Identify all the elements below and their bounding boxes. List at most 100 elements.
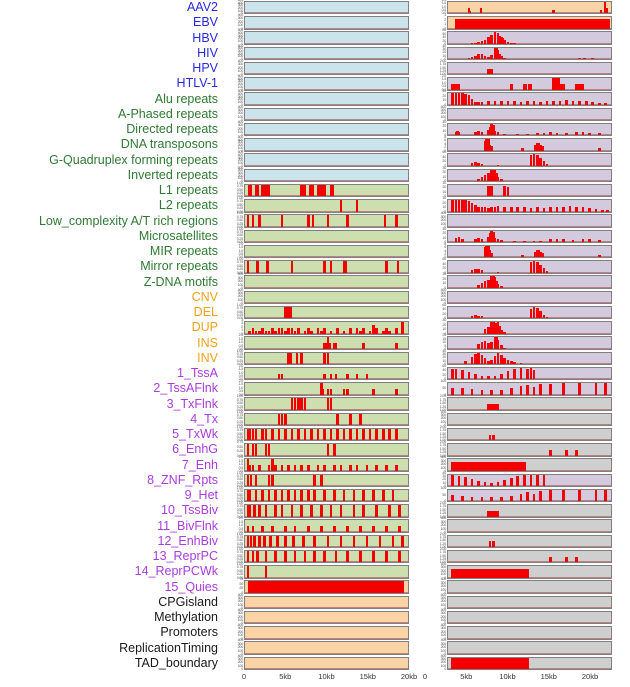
track-panel-right[interactable] <box>447 77 612 91</box>
track-panel-right[interactable] <box>447 336 612 350</box>
track-label[interactable]: Z-DNA motifs <box>143 274 218 289</box>
track-panel-left[interactable] <box>244 214 409 228</box>
track-panel-right[interactable] <box>447 275 612 289</box>
track-panel-right[interactable] <box>447 260 612 274</box>
track-panel-left[interactable] <box>244 504 409 518</box>
track-panel-left[interactable] <box>244 183 409 198</box>
track-panel-left[interactable] <box>244 641 409 655</box>
track-label[interactable]: 4_Tx <box>190 411 218 426</box>
track-panel-left[interactable] <box>244 275 409 289</box>
track-panel-right[interactable] <box>447 443 612 457</box>
track-panel-right[interactable] <box>447 321 612 335</box>
track-panel-right[interactable] <box>447 473 612 488</box>
track-panel-right[interactable] <box>447 519 612 533</box>
track-label[interactable]: A-Phased repeats <box>117 106 218 121</box>
track-panel-left[interactable] <box>244 138 409 152</box>
track-panel-left[interactable] <box>244 31 409 45</box>
track-label[interactable]: 11_BivFlnk <box>157 518 218 533</box>
track-panel-left[interactable] <box>244 336 409 350</box>
track-panel-left[interactable] <box>244 595 409 610</box>
track-label[interactable]: Low_complexity A/T rich regions <box>38 213 218 228</box>
track-panel-right[interactable] <box>447 382 612 396</box>
track-panel-left[interactable] <box>244 16 409 30</box>
track-label[interactable]: Promoters <box>160 625 218 640</box>
track-label[interactable]: HIV <box>197 45 218 60</box>
track-panel-left[interactable] <box>244 260 409 274</box>
track-panel-right[interactable] <box>447 580 612 594</box>
track-panel-right[interactable] <box>447 626 612 640</box>
track-panel-left[interactable] <box>244 580 409 594</box>
track-label[interactable]: 2_TssAFlnk <box>153 381 218 396</box>
track-panel-right[interactable] <box>447 305 612 320</box>
track-panel-left[interactable] <box>244 122 409 137</box>
track-panel-right[interactable] <box>447 397 612 411</box>
track-panel-left[interactable] <box>244 0 409 15</box>
track-panel-right[interactable] <box>447 122 612 137</box>
track-panel-right[interactable] <box>447 153 612 167</box>
track-panel-right[interactable] <box>447 488 612 503</box>
track-label[interactable]: Mirror repeats <box>140 259 218 274</box>
track-panel-left[interactable] <box>244 77 409 91</box>
track-panel-right[interactable] <box>447 229 612 244</box>
track-panel-left[interactable] <box>244 351 409 366</box>
track-label[interactable]: 13_ReprPC <box>152 549 218 563</box>
track-panel-right[interactable] <box>447 366 612 381</box>
track-panel-right[interactable] <box>447 107 612 122</box>
track-panel-right[interactable] <box>447 16 612 30</box>
track-panel-left[interactable] <box>244 443 409 457</box>
track-panel-right[interactable] <box>447 565 612 579</box>
track-label[interactable]: Microsatellites <box>138 228 218 243</box>
track-label[interactable]: G-Quadruplex forming repeats <box>49 152 218 167</box>
track-label[interactable]: INS <box>197 335 218 350</box>
track-panel-right[interactable] <box>447 610 612 625</box>
track-panel-right[interactable] <box>447 641 612 655</box>
track-panel-right[interactable] <box>447 199 612 213</box>
track-panel-left[interactable] <box>244 549 409 564</box>
track-panel-right[interactable] <box>447 244 612 259</box>
track-label[interactable]: AAV2 <box>186 0 218 14</box>
track-panel-left[interactable] <box>244 46 409 61</box>
track-panel-right[interactable] <box>447 138 612 152</box>
track-panel-left[interactable] <box>244 473 409 488</box>
track-label[interactable]: DNA transposons <box>120 137 218 152</box>
track-panel-left[interactable] <box>244 153 409 167</box>
track-label[interactable]: Alu repeats <box>154 91 218 106</box>
track-panel-right[interactable] <box>447 595 612 610</box>
track-label[interactable]: Directed repeats <box>126 122 218 136</box>
track-panel-right[interactable] <box>447 458 612 472</box>
track-label[interactable]: Methylation <box>154 610 218 624</box>
track-label[interactable]: L1 repeats <box>158 183 218 197</box>
track-panel-left[interactable] <box>244 366 409 381</box>
track-label[interactable]: DEL <box>193 305 218 319</box>
track-label[interactable]: 14_ReprPCWk <box>134 564 218 579</box>
track-label[interactable]: 5_TxWk <box>172 427 218 441</box>
track-label[interactable]: CPGisland <box>158 594 218 609</box>
track-panel-left[interactable] <box>244 92 409 106</box>
track-label[interactable]: 9_Het <box>184 488 218 502</box>
track-label[interactable]: 10_TssBiv <box>161 503 218 518</box>
track-label[interactable]: 12_EnhBiv <box>157 533 218 548</box>
track-label[interactable]: 7_Enh <box>181 457 218 472</box>
track-panel-left[interactable] <box>244 412 409 427</box>
track-panel-left[interactable] <box>244 290 409 305</box>
track-panel-left[interactable] <box>244 534 409 549</box>
track-panel-right[interactable] <box>447 290 612 305</box>
track-label[interactable]: EBV <box>192 15 218 30</box>
track-panel-right[interactable] <box>447 31 612 45</box>
track-label[interactable]: 6_EnhG <box>172 442 218 457</box>
track-panel-right[interactable] <box>447 504 612 518</box>
track-label[interactable]: MIR repeats <box>149 244 218 258</box>
track-panel-left[interactable] <box>244 488 409 503</box>
track-panel-right[interactable] <box>447 46 612 61</box>
track-panel-left[interactable] <box>244 397 409 411</box>
track-panel-right[interactable] <box>447 534 612 549</box>
track-label[interactable]: HBV <box>192 30 218 45</box>
track-panel-left[interactable] <box>244 565 409 579</box>
track-panel-right[interactable] <box>447 656 612 671</box>
track-label[interactable]: 3_TxFlnk <box>166 396 218 411</box>
track-label[interactable]: Inverted repeats <box>127 167 218 182</box>
track-panel-right[interactable] <box>447 168 612 183</box>
track-panel-left[interactable] <box>244 229 409 244</box>
track-label[interactable]: 8_ZNF_Rpts <box>147 472 218 487</box>
track-label[interactable]: 15_Quies <box>164 579 218 594</box>
